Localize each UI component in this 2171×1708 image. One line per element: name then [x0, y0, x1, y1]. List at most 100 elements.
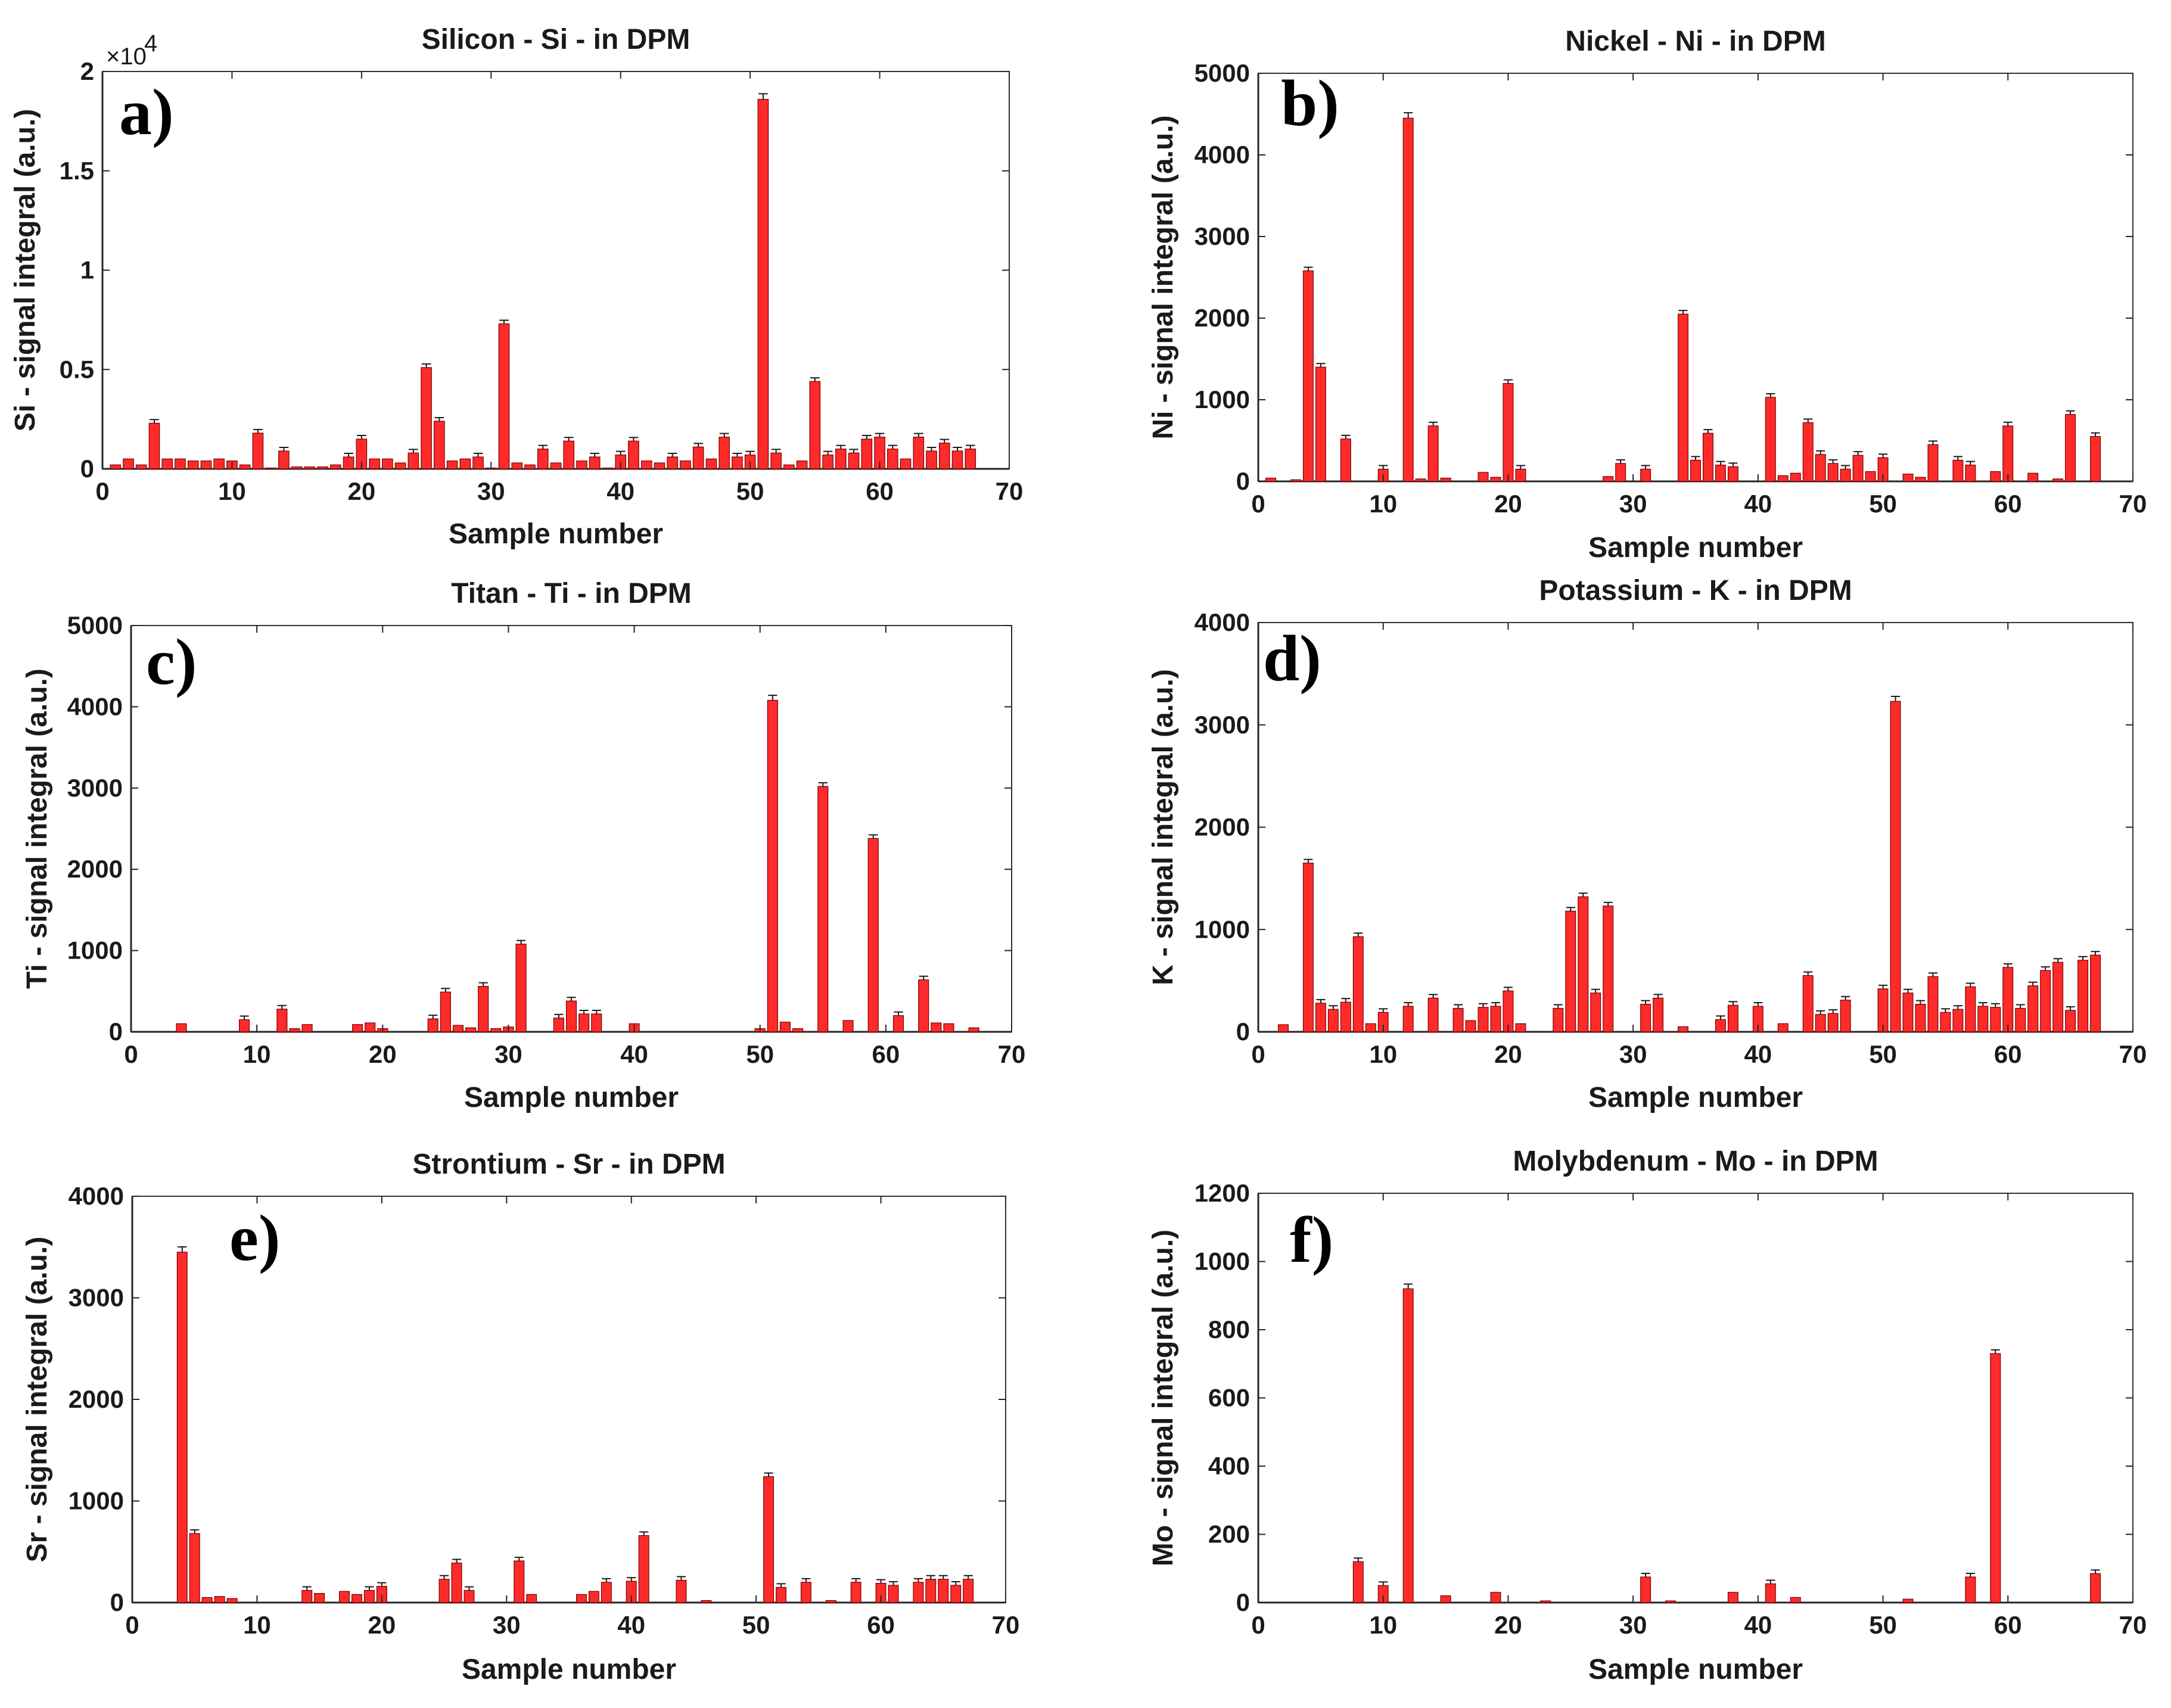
y-tick-label: 1000: [1195, 1247, 1250, 1275]
bar-sample-13: [289, 1028, 300, 1032]
bar-sample-2: [1277, 1024, 1289, 1032]
x-tick-label: 70: [2119, 490, 2147, 518]
bar-sample-31: [1640, 1004, 1651, 1032]
bar-sample-52: [1902, 993, 1914, 1032]
panel-label: d): [1263, 622, 1321, 695]
bar-sample-6: [201, 1597, 213, 1603]
bar-sample-37: [591, 1013, 602, 1032]
bar-sample-4: [1302, 863, 1314, 1032]
bar-sample-8: [200, 461, 212, 469]
x-axis-label: Sample number: [462, 1654, 676, 1685]
chart-title: Strontium - Sr - in DPM: [412, 1149, 725, 1180]
x-tick-label: 30: [493, 1611, 521, 1639]
y-tick-label: 0: [80, 455, 94, 483]
bar-sample-42: [1777, 475, 1789, 482]
x-tick-label: 60: [872, 1040, 900, 1068]
bar-sample-65: [2065, 414, 2076, 482]
x-tick-label: 70: [2119, 1611, 2147, 1639]
bar-sample-21: [1515, 1023, 1526, 1032]
bar-sample-61: [2015, 1007, 2026, 1032]
bar-sample-58: [848, 452, 860, 469]
bar-sample-14: [278, 450, 290, 469]
y-tick-label: 600: [1208, 1384, 1250, 1412]
bar-sample-12: [1402, 1006, 1414, 1032]
plot-area: [1258, 622, 2133, 1032]
y-exponent: 4: [144, 30, 157, 57]
y-tick-label: 2: [80, 57, 94, 85]
bar-sample-21: [1515, 468, 1526, 482]
y-tick-label: 0: [109, 1018, 123, 1046]
bar-sample-37: [576, 461, 587, 469]
bar-sample-29: [490, 1028, 502, 1032]
bar-sample-51: [763, 1476, 775, 1603]
bar-sample-36: [578, 1013, 590, 1032]
bar-sample-51: [757, 99, 769, 469]
bar-sample-18: [1478, 472, 1489, 482]
bar-sample-7: [1340, 438, 1351, 482]
bar-sample-55: [809, 381, 821, 469]
bar-sample-14: [1427, 997, 1439, 1032]
bar-sample-15: [1440, 1595, 1451, 1603]
bar-sample-36: [563, 440, 575, 469]
bar-sample-19: [365, 1022, 376, 1032]
bar-sample-38: [1727, 466, 1738, 482]
bar-sample-55: [817, 786, 829, 1032]
y-tick-label: 4000: [67, 692, 123, 720]
x-tick-label: 40: [606, 477, 634, 505]
bar-sample-61: [888, 1585, 899, 1603]
bar-sample-16: [304, 466, 316, 469]
y-axis-label: Ni - signal integral (a.u.): [1147, 115, 1179, 439]
panel-5: 0 10 20 30 40 50 60 70 0 1000 2000 3000 4000 Strontiu…: [21, 1149, 1019, 1685]
x-tick-label: 60: [1994, 1040, 2022, 1068]
y-tick-label: 1200: [1195, 1179, 1250, 1207]
x-tick-label: 30: [494, 1040, 522, 1068]
bar-sample-19: [363, 1589, 375, 1603]
bar-sample-47: [1840, 468, 1851, 482]
y-tick-label: 0: [1236, 467, 1250, 495]
bar-sample-3: [1290, 479, 1301, 482]
plot-area: [1258, 1193, 2133, 1603]
y-tick-label: 4000: [1195, 141, 1250, 169]
x-tick-label: 40: [617, 1611, 645, 1639]
bar-sample-43: [654, 462, 665, 469]
x-tick-label: 40: [1744, 490, 1772, 518]
bar-sample-12: [1402, 117, 1414, 482]
y-tick-label: 0: [1236, 1588, 1250, 1616]
bar-sample-18: [330, 464, 341, 469]
x-tick-label: 70: [2119, 1040, 2147, 1068]
bar-sample-26: [434, 421, 445, 469]
bar-sample-65: [938, 443, 950, 469]
bar-sample-28: [1603, 476, 1614, 482]
bar-sample-56: [1952, 1009, 1964, 1032]
bar-sample-8: [1352, 936, 1364, 1032]
bar-sample-54: [1927, 976, 1939, 1032]
bar-sample-28: [459, 458, 471, 469]
y-tick-label: 1000: [67, 937, 123, 965]
bar-sample-19: [343, 456, 354, 469]
bar-sample-61: [887, 449, 898, 469]
bar-sample-51: [1890, 701, 1901, 1032]
y-tick-label: 400: [1208, 1452, 1250, 1480]
bar-sample-52: [776, 1586, 787, 1603]
x-tick-label: 10: [1369, 1611, 1397, 1639]
y-tick-label: 5000: [1195, 59, 1250, 87]
bar-sample-46: [1827, 1013, 1839, 1032]
bar-sample-48: [719, 437, 730, 469]
bar-sample-47: [705, 458, 717, 469]
bar-sample-35: [565, 1000, 577, 1032]
bar-sample-62: [900, 458, 912, 469]
y-tick-label: 2000: [69, 1385, 124, 1413]
y-tick-label: 1.5: [60, 157, 94, 185]
bar-sample-17: [317, 466, 328, 469]
bar-sample-24: [408, 452, 419, 469]
bar-sample-25: [1565, 910, 1576, 1032]
panel-label: e): [229, 1202, 280, 1274]
bar-sample-34: [537, 449, 549, 469]
bar-sample-37: [1715, 464, 1726, 482]
x-tick-label: 50: [1869, 490, 1897, 518]
bar-sample-49: [732, 456, 743, 469]
panel-label: c): [146, 626, 197, 698]
bar-sample-17: [339, 1591, 350, 1603]
bar-sample-56: [822, 455, 833, 469]
y-tick-label: 0: [1236, 1018, 1250, 1046]
